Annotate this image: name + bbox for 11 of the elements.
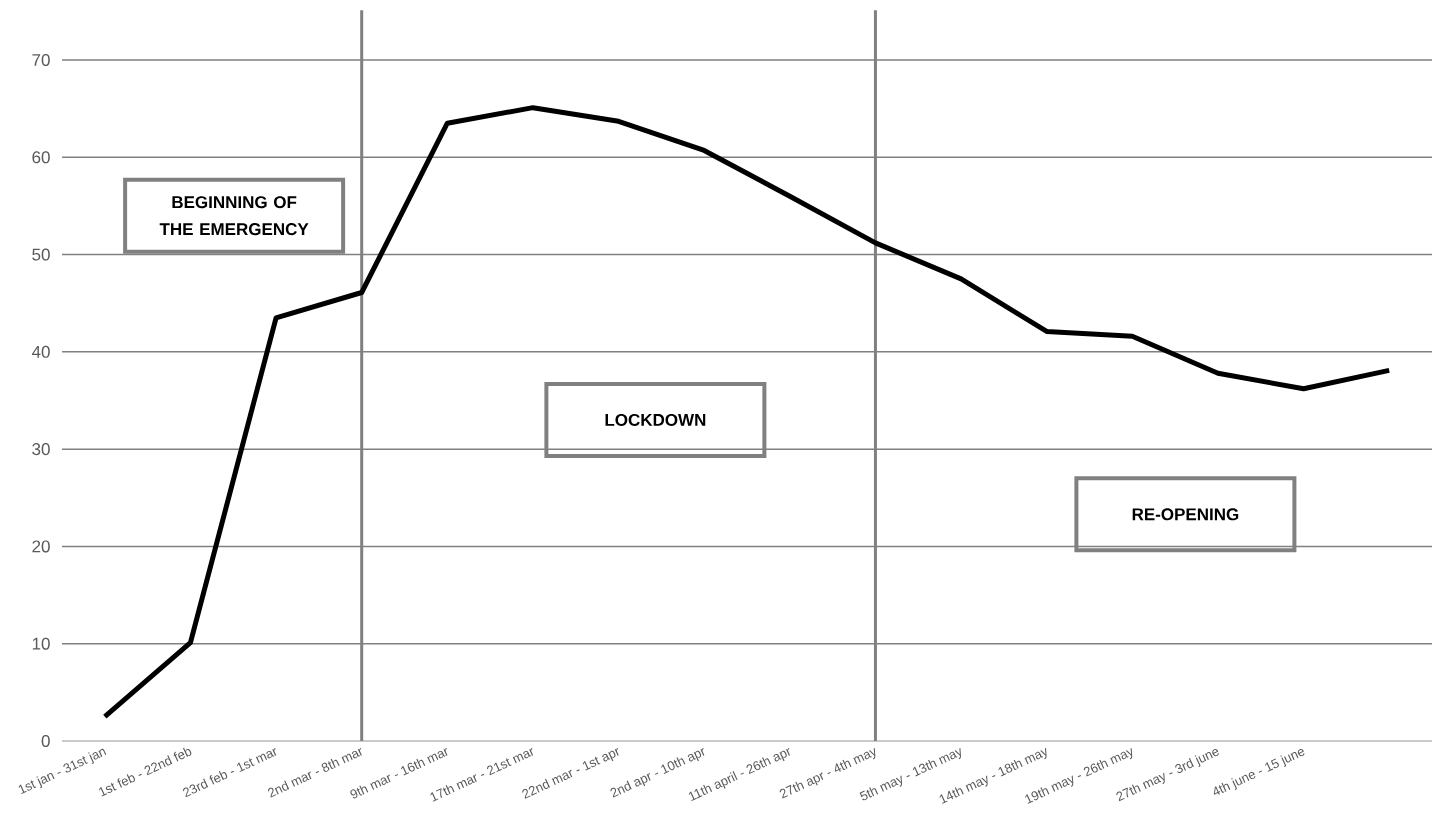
y-tick-label: 40 [31, 345, 50, 358]
annotation: BEGINNING OF THE EMERGENCY [159, 196, 309, 236]
y-tick-label: 50 [32, 248, 50, 261]
y-tick-label: 20 [32, 540, 50, 553]
y-tick-label: 70 [32, 53, 50, 67]
y-tick-label: 60 [32, 151, 50, 164]
y-tick-label: 0 [41, 734, 50, 748]
annotation: RE-OPENING [1132, 508, 1239, 521]
y-tick-label: 30 [32, 443, 50, 456]
y-tick-label: 10 [32, 637, 50, 650]
annotation: LOCKDOWN [605, 413, 706, 426]
